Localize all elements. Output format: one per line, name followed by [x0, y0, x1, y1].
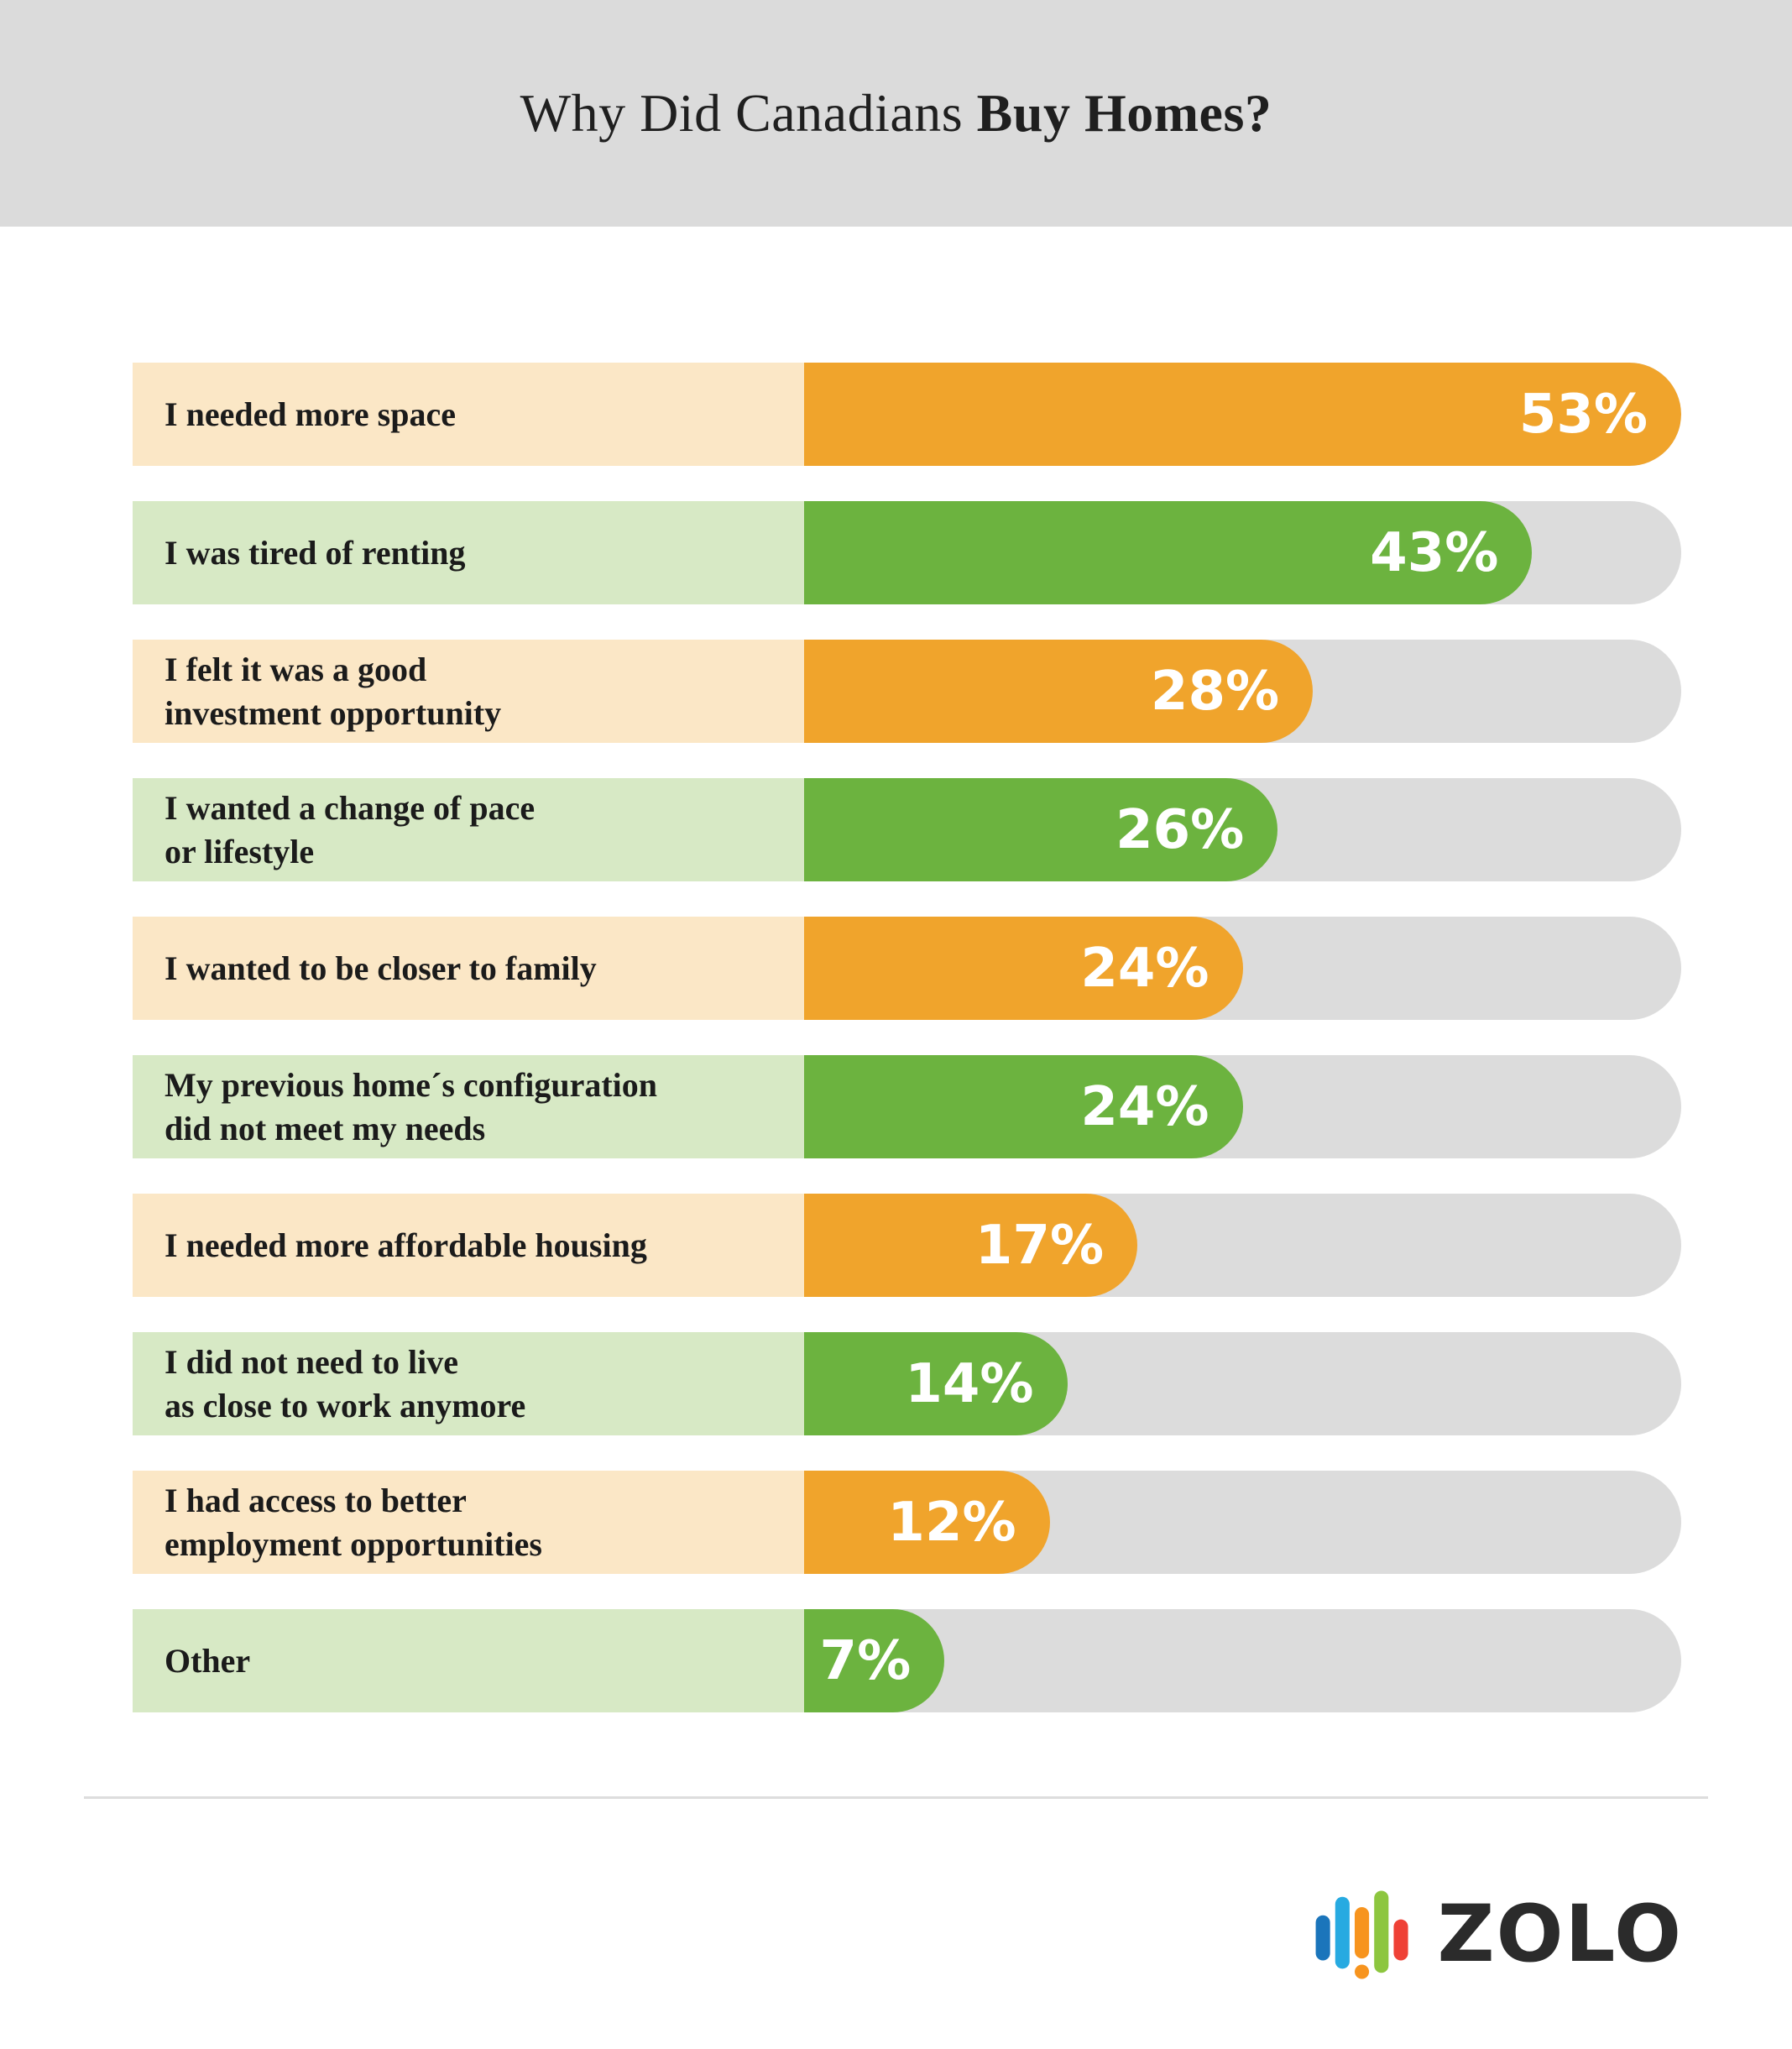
bar-label: I wanted to be closer to family — [165, 949, 597, 987]
chart-row: I wanted a change of pace or lifestyle 26% — [133, 778, 1681, 881]
chart-row: I needed more affordable housing 17% — [133, 1194, 1681, 1297]
bar-label-box: I needed more affordable housing — [133, 1194, 804, 1297]
bar-fill: 53% — [804, 363, 1681, 466]
bar-label-box: I did not need to live as close to work a… — [133, 1332, 804, 1435]
bar-fill: 24% — [804, 917, 1243, 1020]
bar-fill: 24% — [804, 1055, 1243, 1158]
bar-value: 7% — [819, 1629, 912, 1692]
bar-track: 26% — [804, 778, 1681, 881]
bar-label-box: I had access to better employment opportu… — [133, 1471, 804, 1574]
bar-label-box: I needed more space — [133, 363, 804, 466]
chart-rows: I needed more space 53% I was tired of ren… — [133, 363, 1681, 1712]
bar-label: I did not need to live as close to work a… — [165, 1343, 526, 1424]
bar-fill: 26% — [804, 778, 1278, 881]
bar-label: Other — [165, 1641, 251, 1680]
bar-track: 17% — [804, 1194, 1681, 1297]
zolo-logo-text: ZOLO — [1437, 1889, 1683, 1980]
bar-value: 26% — [1115, 798, 1245, 861]
bar-track: 14% — [804, 1332, 1681, 1435]
chart-row: I had access to better employment opportu… — [133, 1471, 1681, 1574]
bar-track: 28% — [804, 640, 1681, 743]
bar-value: 53% — [1518, 383, 1648, 446]
page-title-regular: Why Did Canadians — [520, 83, 977, 143]
bar-value: 24% — [1080, 1075, 1209, 1138]
bar-track: 24% — [804, 1055, 1681, 1158]
bar-label: I had access to better employment opportu… — [165, 1482, 542, 1563]
page-title: Why Did Canadians Buy Homes? — [520, 82, 1272, 144]
header-band: Why Did Canadians Buy Homes? — [0, 0, 1792, 227]
bar-label: I wanted a change of pace or lifestyle — [165, 789, 536, 870]
bar-label-box: I felt it was a good investment opportuni… — [133, 640, 804, 743]
bar-track: 12% — [804, 1471, 1681, 1574]
bar-label-box: Other — [133, 1609, 804, 1712]
bar-fill: 12% — [804, 1471, 1050, 1574]
bar-fill: 7% — [804, 1609, 945, 1712]
bar-value: 28% — [1150, 660, 1280, 723]
bar-label-box: I wanted a change of pace or lifestyle — [133, 778, 804, 881]
bar-label: I needed more space — [165, 395, 456, 433]
chart-row: I did not need to live as close to work a… — [133, 1332, 1681, 1435]
bar-label: I was tired of renting — [165, 533, 466, 572]
chart-row: I needed more space 53% — [133, 363, 1681, 466]
bar-label-box: I wanted to be closer to family — [133, 917, 804, 1020]
chart-row: I was tired of renting 43% — [133, 501, 1681, 604]
bar-track: 24% — [804, 917, 1681, 1020]
bar-value: 12% — [887, 1491, 1016, 1554]
chart-row: Other 7% — [133, 1609, 1681, 1712]
bar-track: 7% — [804, 1609, 1681, 1712]
bar-label: My previous home´s configuration did not … — [165, 1066, 658, 1147]
bar-label-box: My previous home´s configuration did not … — [133, 1055, 804, 1158]
bar-track: 43% — [804, 501, 1681, 604]
bar-fill: 17% — [804, 1194, 1138, 1297]
bar-value: 17% — [974, 1214, 1105, 1277]
bar-value: 14% — [905, 1352, 1034, 1415]
bar-value: 24% — [1080, 937, 1209, 1000]
chart-row: I felt it was a good investment opportuni… — [133, 640, 1681, 743]
bar-track: 53% — [804, 363, 1681, 466]
footer-logo: ZOLO — [1314, 1889, 1683, 1981]
bar-label: I needed more affordable housing — [165, 1226, 647, 1264]
bar-fill: 28% — [804, 640, 1314, 743]
chart-row: I wanted to be closer to family 24% — [133, 917, 1681, 1020]
bar-label-box: I was tired of renting — [133, 501, 804, 604]
chart-row: My previous home´s configuration did not … — [133, 1055, 1681, 1158]
zolo-logo-icon — [1316, 1890, 1409, 1979]
page-title-bold: Buy Homes? — [976, 83, 1272, 143]
footer-divider — [84, 1796, 1708, 1799]
bar-value: 43% — [1370, 521, 1499, 584]
bar-fill: 14% — [804, 1332, 1068, 1435]
bar-label: I felt it was a good investment opportuni… — [165, 651, 502, 732]
bar-fill: 43% — [804, 501, 1533, 604]
